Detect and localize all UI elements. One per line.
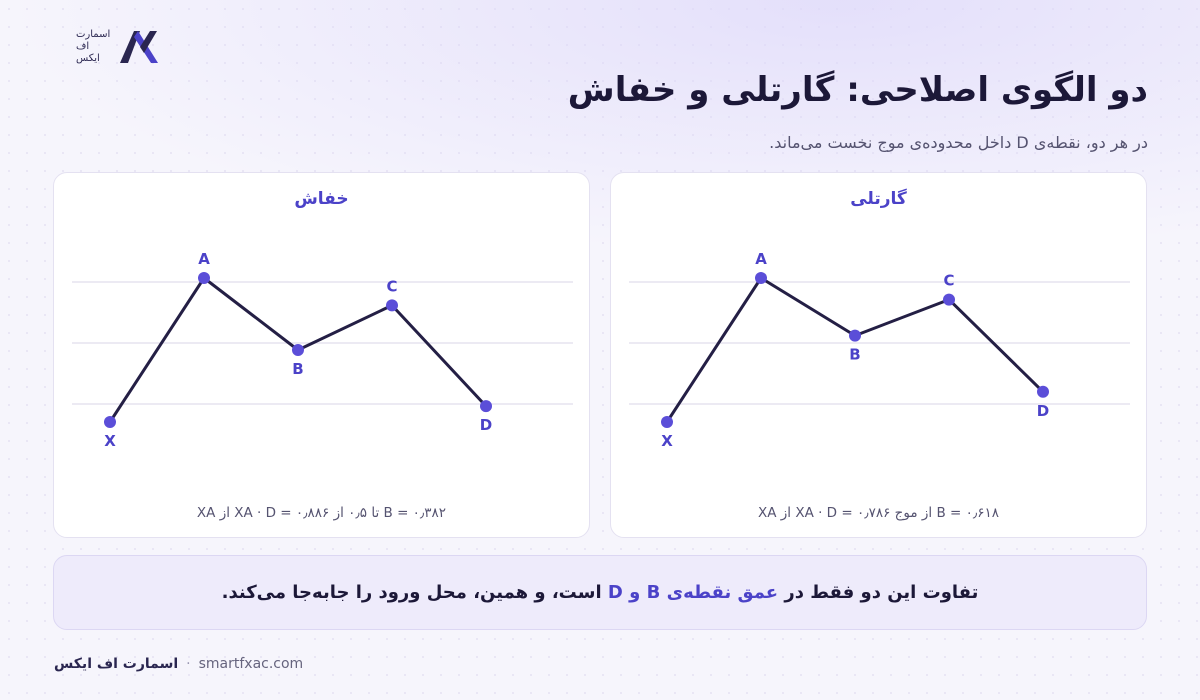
point-c — [386, 299, 398, 312]
point-d — [1037, 385, 1049, 398]
summary-part-2: است، و همین، محل ورود را جابه‌جا می‌کند. — [221, 582, 608, 603]
logo: اسمارت اف ایکس — [76, 24, 172, 70]
point-label-c: C — [386, 277, 397, 295]
logo-mark-icon — [120, 31, 159, 63]
point-d — [480, 400, 492, 413]
summary-highlight: عمق نقطه‌ی B و D — [607, 582, 779, 603]
point-x — [104, 416, 116, 428]
point-label-x: X — [661, 432, 673, 450]
logo-text: اسمارت اف ایکس — [76, 29, 110, 65]
point-label-a: A — [198, 250, 210, 268]
point-a — [755, 272, 767, 284]
point-label-b: B — [292, 360, 303, 378]
footer-brand: اسمارت اف ایکس — [54, 656, 179, 672]
bat-chart: X A B C D — [72, 250, 573, 450]
gartley-formula: B = ۰٫۶۱۸ از موج XA · D = ۰٫۷۸۶ از XA — [757, 505, 999, 521]
bat-title: خفاش — [294, 189, 349, 209]
bat-formula: B = ۰٫۳۸۲ تا ۰٫۵ از XA · D = ۰٫۸۸۶ از XA — [196, 505, 447, 521]
point-b — [849, 329, 861, 342]
logo-line-1: اسمارت — [76, 29, 111, 40]
point-b — [292, 344, 304, 356]
gartley-card: گارتلی X A B C D B = ۰٫۶۱۸ از موج XA · D = ۰… — [610, 172, 1147, 538]
footer-separator: · — [186, 656, 191, 672]
point-label-c: C — [943, 272, 954, 290]
point-a — [198, 272, 210, 284]
point-c — [943, 293, 955, 306]
point-label-x: X — [104, 432, 116, 450]
summary-part-1: تفاوت این دو فقط در — [778, 582, 979, 603]
summary-banner: تفاوت این دو فقط در عمق نقطه‌ی B و D است… — [53, 555, 1147, 630]
summary-text: تفاوت این دو فقط در عمق نقطه‌ی B و D است… — [222, 582, 979, 603]
point-label-d: D — [480, 416, 492, 434]
bat-card: خفاش X A B C D B = ۰٫۳۸۲ تا ۰٫۵ از XA · D = … — [53, 172, 590, 538]
logo-line-2: اف — [76, 41, 90, 52]
footer: اسمارت اف ایکس · smartfxac.com — [54, 656, 303, 672]
logo-line-3: ایکس — [76, 53, 100, 64]
point-label-d: D — [1037, 402, 1049, 420]
page-subtitle: در هر دو، نقطه‌ی D داخل محدوده‌ی موج نخس… — [769, 133, 1148, 152]
point-x — [661, 416, 673, 428]
gartley-chart: X A B C D — [629, 250, 1130, 450]
point-label-a: A — [755, 250, 767, 268]
point-label-b: B — [849, 346, 860, 364]
page-title: دو الگوی اصلاحی: گارتلی و خفاش — [567, 70, 1148, 110]
gartley-title: گارتلی — [850, 189, 907, 209]
footer-site-link[interactable]: smartfxac.com — [198, 656, 304, 672]
